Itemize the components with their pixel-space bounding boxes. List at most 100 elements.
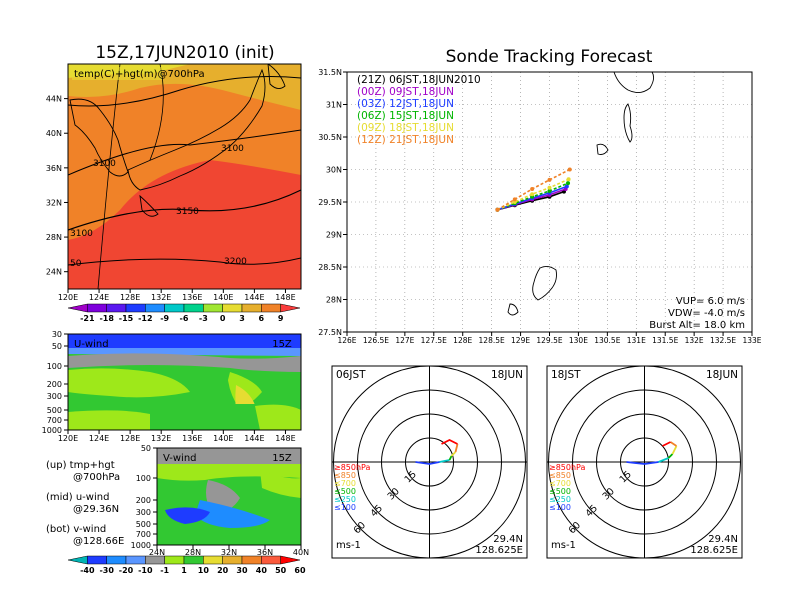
colorbar-swatch (203, 303, 223, 313)
contour-label: 50 (70, 259, 82, 269)
lon-tick-label: 140E (213, 293, 233, 302)
lon-tick-label: 130.5E (594, 336, 620, 345)
lon-tick-label: 129.5E (536, 336, 562, 345)
lat-tick-label: 32N (46, 198, 62, 207)
colorbar-swatch (164, 303, 185, 313)
colorbar-label: -18 (99, 314, 114, 323)
colorbar-swatch (222, 303, 243, 313)
contour-label: 3100 (70, 229, 93, 239)
colorbar-label: -30 (99, 566, 114, 575)
wind-colorbar: -40 -30 -20 -10 -1 1 10 20 30 40 50 60 (67, 555, 306, 575)
hodograph-trace (662, 441, 671, 447)
note-line: (mid) u-wind (46, 492, 109, 503)
lon-tick-label: 127E (395, 336, 414, 345)
lat-tick-label: 28N (326, 296, 342, 305)
level-legend-entry: ≤700 (334, 479, 356, 488)
hodograph-trace (415, 461, 440, 465)
lat-tick-label: 24N (149, 548, 165, 557)
contour-label: 3100 (221, 144, 244, 154)
lat-tick-label: 30N (326, 166, 342, 175)
pressure-tick-label: 50 (141, 444, 151, 453)
hodograph-trace (667, 453, 674, 459)
lon-tick-label: 148E (275, 434, 295, 443)
lon-tick-label: 132E (685, 336, 704, 345)
contour-label: 3100 (93, 159, 116, 169)
lon-tick-label: 136E (182, 434, 202, 443)
note-line: (up) tmp+hgt (46, 460, 115, 471)
lat-tick-label: 31.5N (318, 68, 342, 77)
legend-entry: (06Z) 15JST,18JUN (357, 110, 454, 122)
colorbar-swatch (67, 303, 88, 313)
lon-tick-label: 124E (89, 434, 109, 443)
legend-entry: (09Z) 18JST,18JUN (357, 122, 454, 134)
hodograph-lat: 29.4N (493, 534, 523, 545)
hodograph-unit: ms-1 (336, 540, 361, 551)
level-legend-entry: ≤100 (549, 503, 571, 512)
hodograph-trace (671, 445, 678, 455)
colorbar-swatch (87, 555, 107, 565)
colorbar-label: 9 (278, 314, 284, 323)
lon-tick-label: 140E (213, 434, 233, 443)
temp-colorbar: -21 -18 -15 -12 -9 -6 -3 0 3 6 9 (67, 303, 301, 323)
level-legend-entry: ≤700 (549, 479, 571, 488)
lon-tick-label: 127.5E (421, 336, 447, 345)
colorbar-label: -1 (160, 566, 169, 575)
lat-tick-label: 24N (46, 268, 62, 277)
track-point (567, 167, 572, 172)
v-wind-label: V-wind (163, 453, 197, 464)
lon-tick-label: 124E (89, 293, 109, 302)
colorbar-swatch (125, 303, 146, 313)
hodograph-trace (439, 459, 450, 463)
right-title: Sonde Tracking Forecast (446, 47, 653, 67)
temp-map: temp(C)+hgt(m)@700hPa 3100 3100 3150 310… (46, 63, 302, 323)
track-point (530, 187, 535, 191)
level-legend-entry: ≥850hPa (549, 463, 586, 472)
track-map: 31.5N 31N 30.5N 30N 29.5N 29N 28.5N 28N 27.5N 12… (318, 68, 762, 345)
colorbar-swatch (222, 555, 243, 565)
hodograph-unit: ms-1 (551, 540, 576, 551)
colorbar-label: 1 (181, 566, 187, 575)
pressure-tick-label: 300 (136, 508, 151, 517)
colorbar-label: -10 (138, 566, 153, 575)
colorbar-swatch (280, 303, 301, 313)
colorbar-label: 30 (236, 566, 248, 575)
hodograph-trace (626, 461, 659, 465)
hodograph-trace (658, 457, 669, 463)
lon-tick-label: 131.5E (652, 336, 678, 345)
lon-tick-label: 148E (275, 293, 295, 302)
legend-entry: (03Z) 12JST,18JUN (357, 98, 454, 110)
track-grid (347, 72, 752, 332)
pressure-tick-label: 700 (136, 530, 151, 539)
side-notes: (up) tmp+hgt @700hPa (mid) u-wind @29.36… (46, 460, 124, 547)
lat-tick-label: 31N (326, 101, 342, 110)
v-wind-time: 15Z (272, 453, 292, 464)
level-legend-entry: ≤500 (334, 487, 356, 496)
colorbar-label: -6 (180, 314, 189, 323)
pressure-tick-label: 100 (47, 362, 62, 371)
pressure-tick-label: 200 (47, 380, 62, 389)
lon-tick-label: 128E (120, 293, 140, 302)
lat-tick-label: 28.5N (318, 263, 342, 272)
vup-param: VUP= 6.0 m/s (676, 296, 745, 307)
track-point (566, 181, 571, 186)
track-legend: (21Z) 06JST,18JUN2010(00Z) 09JST,18JUN(0… (357, 74, 481, 146)
hodograph-time-label: 18JST (551, 369, 581, 381)
level-legend-entry: ≤850 (549, 471, 571, 480)
track-series (495, 167, 572, 212)
colorbar-swatch (67, 555, 88, 565)
lat-tick-label: 28N (185, 548, 201, 557)
lat-tick-label: 32N (221, 548, 237, 557)
lat-tick-label: 29N (326, 231, 342, 240)
colorbar-swatch (261, 303, 281, 313)
u-wind-time: 15Z (272, 339, 292, 350)
colorbar-swatch (241, 555, 262, 565)
colorbar-label: -20 (119, 566, 134, 575)
lat-tick-label: 30.5N (318, 133, 342, 142)
lon-tick-label: 126E (337, 336, 356, 345)
hodograph-date-label: 18JUN (491, 369, 523, 381)
